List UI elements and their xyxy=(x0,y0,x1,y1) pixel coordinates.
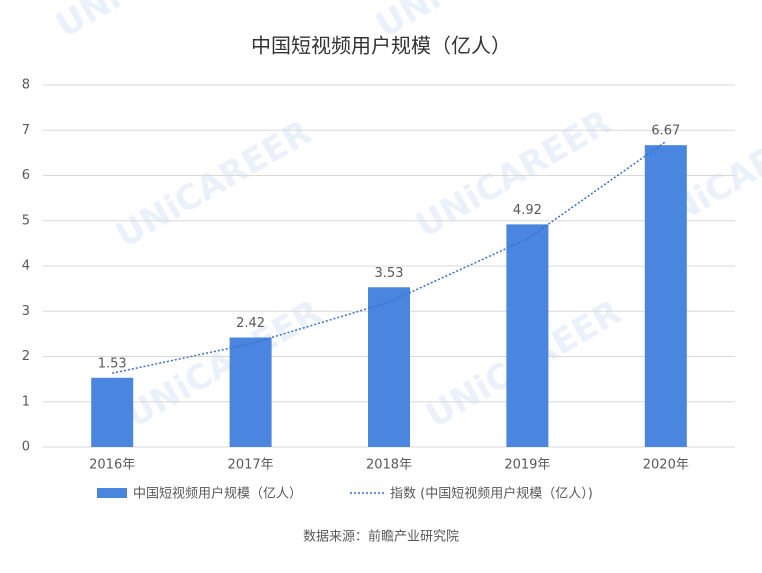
x-tick-label: 2020年 xyxy=(643,458,689,473)
bar xyxy=(91,377,134,447)
watermark: UNiCAREER xyxy=(49,0,258,46)
x-tick-label: 2017年 xyxy=(228,458,274,473)
x-tick-label: 2019年 xyxy=(504,458,550,473)
watermark: UNiCAREER xyxy=(109,112,318,256)
y-tick-label: 5 xyxy=(22,213,30,228)
y-tick-label: 8 xyxy=(22,78,30,93)
data-label: 6.67 xyxy=(651,124,680,139)
chart-title: 中国短视频用户规模（亿人） xyxy=(251,34,511,58)
data-label: 3.53 xyxy=(375,266,404,281)
y-tick-label: 7 xyxy=(22,123,30,138)
data-label: 1.53 xyxy=(98,356,127,371)
bar xyxy=(644,145,687,447)
x-tick-label: 2016年 xyxy=(89,458,135,473)
bar xyxy=(506,224,549,447)
data-label: 4.92 xyxy=(513,203,542,218)
bar xyxy=(229,337,272,447)
y-tick-label: 1 xyxy=(22,394,30,409)
legend-label: 中国短视频用户规模（亿人） xyxy=(133,486,302,502)
legend-swatch xyxy=(97,488,127,498)
x-tick-label: 2018年 xyxy=(366,458,412,473)
y-tick-label: 6 xyxy=(22,168,30,183)
y-tick-label: 3 xyxy=(22,304,30,319)
legend-label: 指数 (中国短视频用户规模（亿人）) xyxy=(390,486,593,502)
y-tick-label: 2 xyxy=(22,349,30,364)
data-label: 2.42 xyxy=(236,316,265,331)
y-tick-label: 4 xyxy=(22,259,30,274)
watermark: UNiCAREER xyxy=(119,292,328,436)
y-tick-label: 0 xyxy=(22,440,30,455)
source-note: 数据来源：前瞻产业研究院 xyxy=(303,529,459,545)
bar xyxy=(368,287,410,447)
